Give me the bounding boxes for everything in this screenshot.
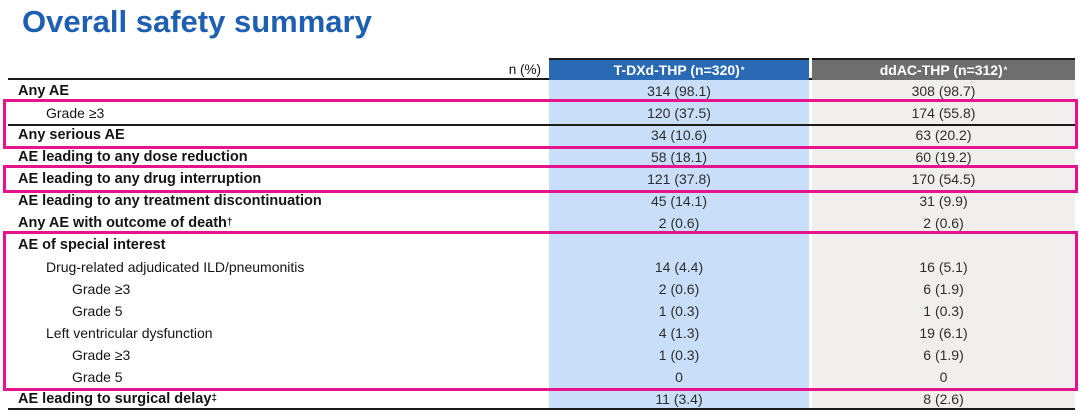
ddac-thp-value: 6 (1.9) (812, 344, 1075, 366)
tdxd-thp-value: 58 (18.1) (549, 146, 809, 168)
ddac-thp-value: 6 (1.9) (812, 278, 1075, 300)
row-label: AE leading to any drug interruption (8, 168, 549, 190)
row-label: Drug-related adjudicated ILD/pneumonitis (8, 256, 549, 278)
row-label: Grade 5 (8, 366, 549, 388)
tdxd-thp-value: 120 (37.5) (549, 102, 809, 124)
column-divider (809, 278, 812, 300)
row-label: Grade 5 (8, 300, 549, 322)
table-row: Any AE with outcome of death † 2 (0.6) 2 (0… (8, 212, 1075, 234)
tdxd-thp-value: 14 (4.4) (549, 256, 809, 278)
tdxd-thp-value: 4 (1.3) (549, 322, 809, 344)
ddac-thp-value: 31 (9.9) (812, 190, 1075, 212)
tdxd-thp-value (549, 234, 809, 256)
column-divider (809, 300, 812, 322)
ddac-thp-value: 19 (6.1) (812, 322, 1075, 344)
ddac-thp-value: 16 (5.1) (812, 256, 1075, 278)
table-row: AE leading to surgical delay ‡ 11 (3.4) 8 (… (8, 388, 1075, 410)
table-row: Any AE 314 (98.1) 308 (98.7) (8, 80, 1075, 102)
safety-summary-table: n (%) T-DXd-THP (n=320) * ddAC-THP (n=312… (3, 58, 1078, 410)
table-row: Drug-related adjudicated ILD/pneumonitis… (8, 256, 1075, 278)
column-header-ddac-thp: ddAC-THP (n=312) * (812, 58, 1075, 80)
column-header-tdxd-thp: T-DXd-THP (n=320) * (549, 58, 809, 80)
column-divider (809, 322, 812, 344)
column-divider (809, 234, 812, 256)
tdxd-thp-value: 314 (98.1) (549, 80, 809, 102)
tdxd-thp-value: 121 (37.8) (549, 168, 809, 190)
row-label: Grade ≥3 (8, 344, 549, 366)
row-label: Any AE (8, 80, 549, 102)
column-divider (809, 80, 812, 102)
row-label: AE leading to any dose reduction (8, 146, 549, 168)
tdxd-thp-value: 2 (0.6) (549, 278, 809, 300)
ddac-thp-value: 60 (19.2) (812, 146, 1075, 168)
column-divider (809, 366, 812, 388)
column-divider (809, 256, 812, 278)
tdxd-thp-value: 1 (0.3) (549, 344, 809, 366)
row-label: Any AE with outcome of death † (8, 212, 549, 234)
column-divider (809, 168, 812, 190)
tdxd-thp-value: 34 (10.6) (549, 124, 809, 146)
ddac-thp-value: 170 (54.5) (812, 168, 1075, 190)
row-label: Left ventricular dysfunction (8, 322, 549, 344)
table-body: Any AE 314 (98.1) 308 (98.7) Grade ≥3 120 (3… (8, 80, 1075, 410)
tdxd-thp-value: 0 (549, 366, 809, 388)
table-row: Grade ≥3 2 (0.6) 6 (1.9) (8, 278, 1075, 300)
table-row: AE leading to any dose reduction 58 (18.1… (8, 146, 1075, 168)
table-row: AE of special interest (8, 234, 1075, 256)
table-row: AE leading to any drug interruption 121 (… (8, 168, 1075, 190)
column-divider (809, 190, 812, 212)
tdxd-thp-value: 2 (0.6) (549, 212, 809, 234)
tdxd-thp-value: 11 (3.4) (549, 388, 809, 410)
table-row: Grade ≥3 1 (0.3) 6 (1.9) (8, 344, 1075, 366)
row-label: Any serious AE (8, 124, 549, 146)
column-divider (809, 344, 812, 366)
tdxd-thp-value: 45 (14.1) (549, 190, 809, 212)
row-label: Grade ≥3 (8, 278, 549, 300)
table-bottom-border (8, 408, 1075, 410)
ddac-thp-value: 0 (812, 366, 1075, 388)
column-divider (809, 388, 812, 410)
row-separator-line (8, 124, 1075, 126)
table-row: Left ventricular dysfunction 4 (1.3) 19 (6… (8, 322, 1075, 344)
row-label: AE of special interest (8, 234, 549, 256)
column-divider (809, 146, 812, 168)
row-label: AE leading to any treatment discontinuat… (8, 190, 549, 212)
ddac-thp-value: 63 (20.2) (812, 124, 1075, 146)
row-label: Grade ≥3 (8, 102, 549, 124)
ddac-thp-value: 2 (0.6) (812, 212, 1075, 234)
column-header-ddac-thp-label: ddAC-THP (n=312) (879, 62, 1003, 78)
page-title: Overall safety summary (22, 4, 372, 39)
ddac-thp-value: 1 (0.3) (812, 300, 1075, 322)
column-divider (809, 102, 812, 124)
ddac-thp-value: 308 (98.7) (812, 80, 1075, 102)
tdxd-thp-value: 1 (0.3) (549, 300, 809, 322)
row-label: AE leading to surgical delay ‡ (8, 388, 549, 410)
ddac-thp-value (812, 234, 1075, 256)
table-header-row: n (%) T-DXd-THP (n=320) * ddAC-THP (n=312… (8, 58, 1075, 80)
table-row: Any serious AE 34 (10.6) 63 (20.2) (8, 124, 1075, 146)
ddac-thp-value: 8 (2.6) (812, 388, 1075, 410)
column-divider (809, 212, 812, 234)
column-header-tdxd-thp-label: T-DXd-THP (n=320) (613, 62, 740, 78)
table-row: Grade ≥3 120 (37.5) 174 (55.8) (8, 102, 1075, 124)
ddac-thp-value: 174 (55.8) (812, 102, 1075, 124)
table-row: AE leading to any treatment discontinuat… (8, 190, 1075, 212)
column-divider (809, 58, 812, 78)
units-label: n (%) (508, 61, 541, 77)
column-divider (809, 124, 812, 146)
